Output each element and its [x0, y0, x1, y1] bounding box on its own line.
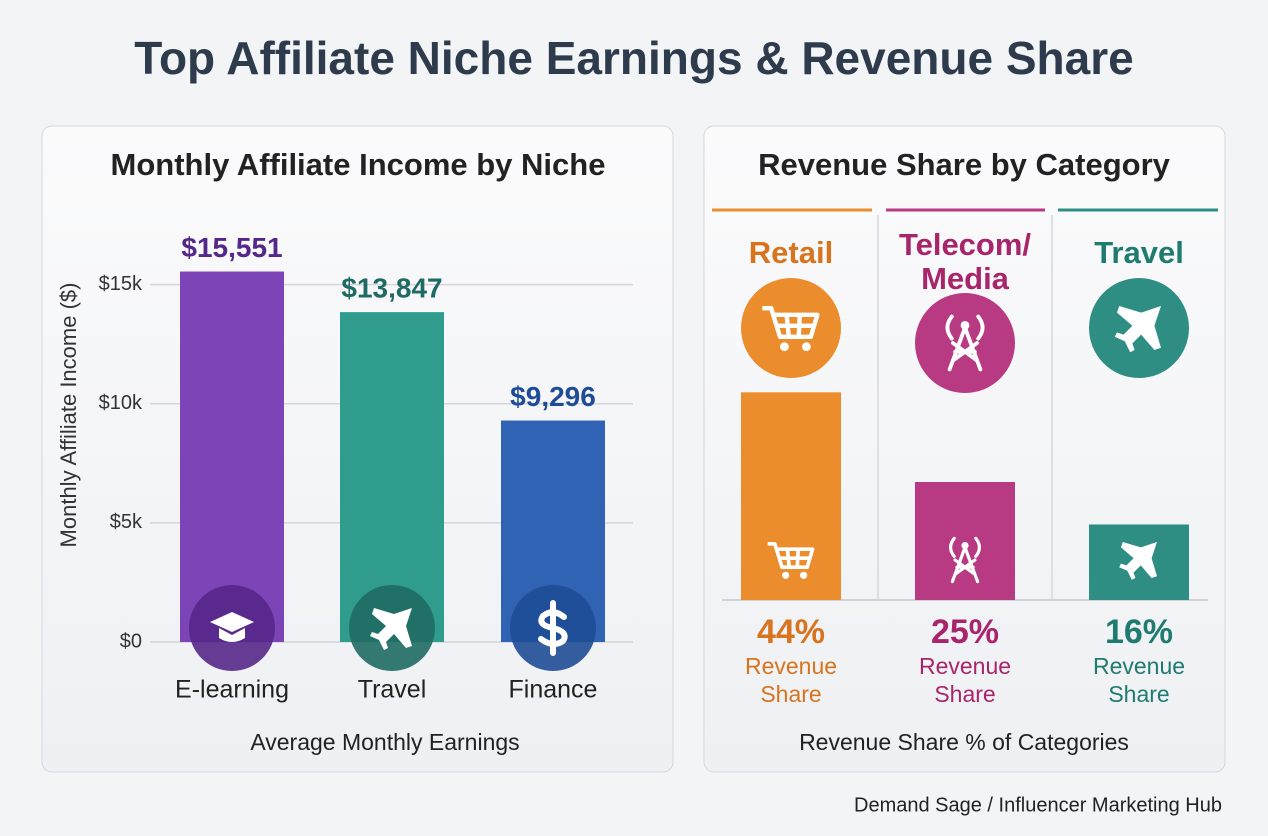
icon-glyph [370, 608, 412, 650]
icon-glyph [538, 600, 568, 656]
x-tick-label: E-learning [175, 676, 289, 704]
icon-glyph [1114, 306, 1161, 353]
icon-glyph [782, 571, 790, 579]
value-sublabel: Revenue Share [1092, 653, 1186, 707]
value-label: 44% [757, 613, 825, 651]
right-panel [703, 125, 1226, 773]
icon-glyph [1119, 542, 1157, 580]
icon-glyph [802, 342, 811, 352]
x-axis-label: Average Monthly Earnings [250, 729, 519, 755]
x-tick-label: Travel [358, 676, 427, 704]
page-title: Top Affiliate Niche Earnings & Revenue S… [134, 32, 1133, 84]
value-label: $9,296 [510, 381, 596, 412]
icon-glyph [961, 542, 969, 550]
icon-glyph [767, 542, 815, 569]
icon-glyph [949, 536, 981, 584]
value-label: $15,551 [181, 232, 282, 263]
bar [741, 392, 841, 600]
chart-title: Monthly Affiliate Income by Niche [111, 147, 606, 182]
y-axis-label: Monthly Affiliate Income ($) [56, 283, 81, 548]
source: Demand Sage / Influencer Marketing Hub [854, 794, 1222, 816]
category-label: Retail [748, 235, 834, 270]
x-axis-label: Revenue Share % of Categories [799, 729, 1129, 755]
value-sublabel: Revenue Share [918, 653, 1012, 707]
icon-badge [915, 293, 1015, 393]
icon-glyph [762, 306, 820, 339]
y-tick-label: $0 [120, 630, 142, 652]
category-label: Telecom/ Media [898, 227, 1032, 297]
value-sublabel: Revenue Share [744, 653, 838, 707]
icon-glyph [800, 571, 808, 579]
chart-title: Revenue Share by Category [758, 147, 1171, 182]
icon-glyph [960, 321, 970, 330]
value-label: 16% [1105, 613, 1173, 651]
icon-glyph [945, 314, 985, 372]
value-label: 25% [931, 613, 999, 651]
y-tick-label: $15k [99, 273, 143, 295]
icon-glyph [780, 342, 789, 352]
value-label: $13,847 [341, 273, 442, 304]
bar [915, 482, 1015, 600]
icon-glyph [210, 612, 254, 642]
x-tick-label: Finance [509, 676, 598, 704]
category-label: Travel [1094, 235, 1184, 270]
bar [180, 271, 284, 642]
y-tick-label: $5k [110, 511, 143, 533]
y-tick-label: $10k [99, 392, 143, 414]
